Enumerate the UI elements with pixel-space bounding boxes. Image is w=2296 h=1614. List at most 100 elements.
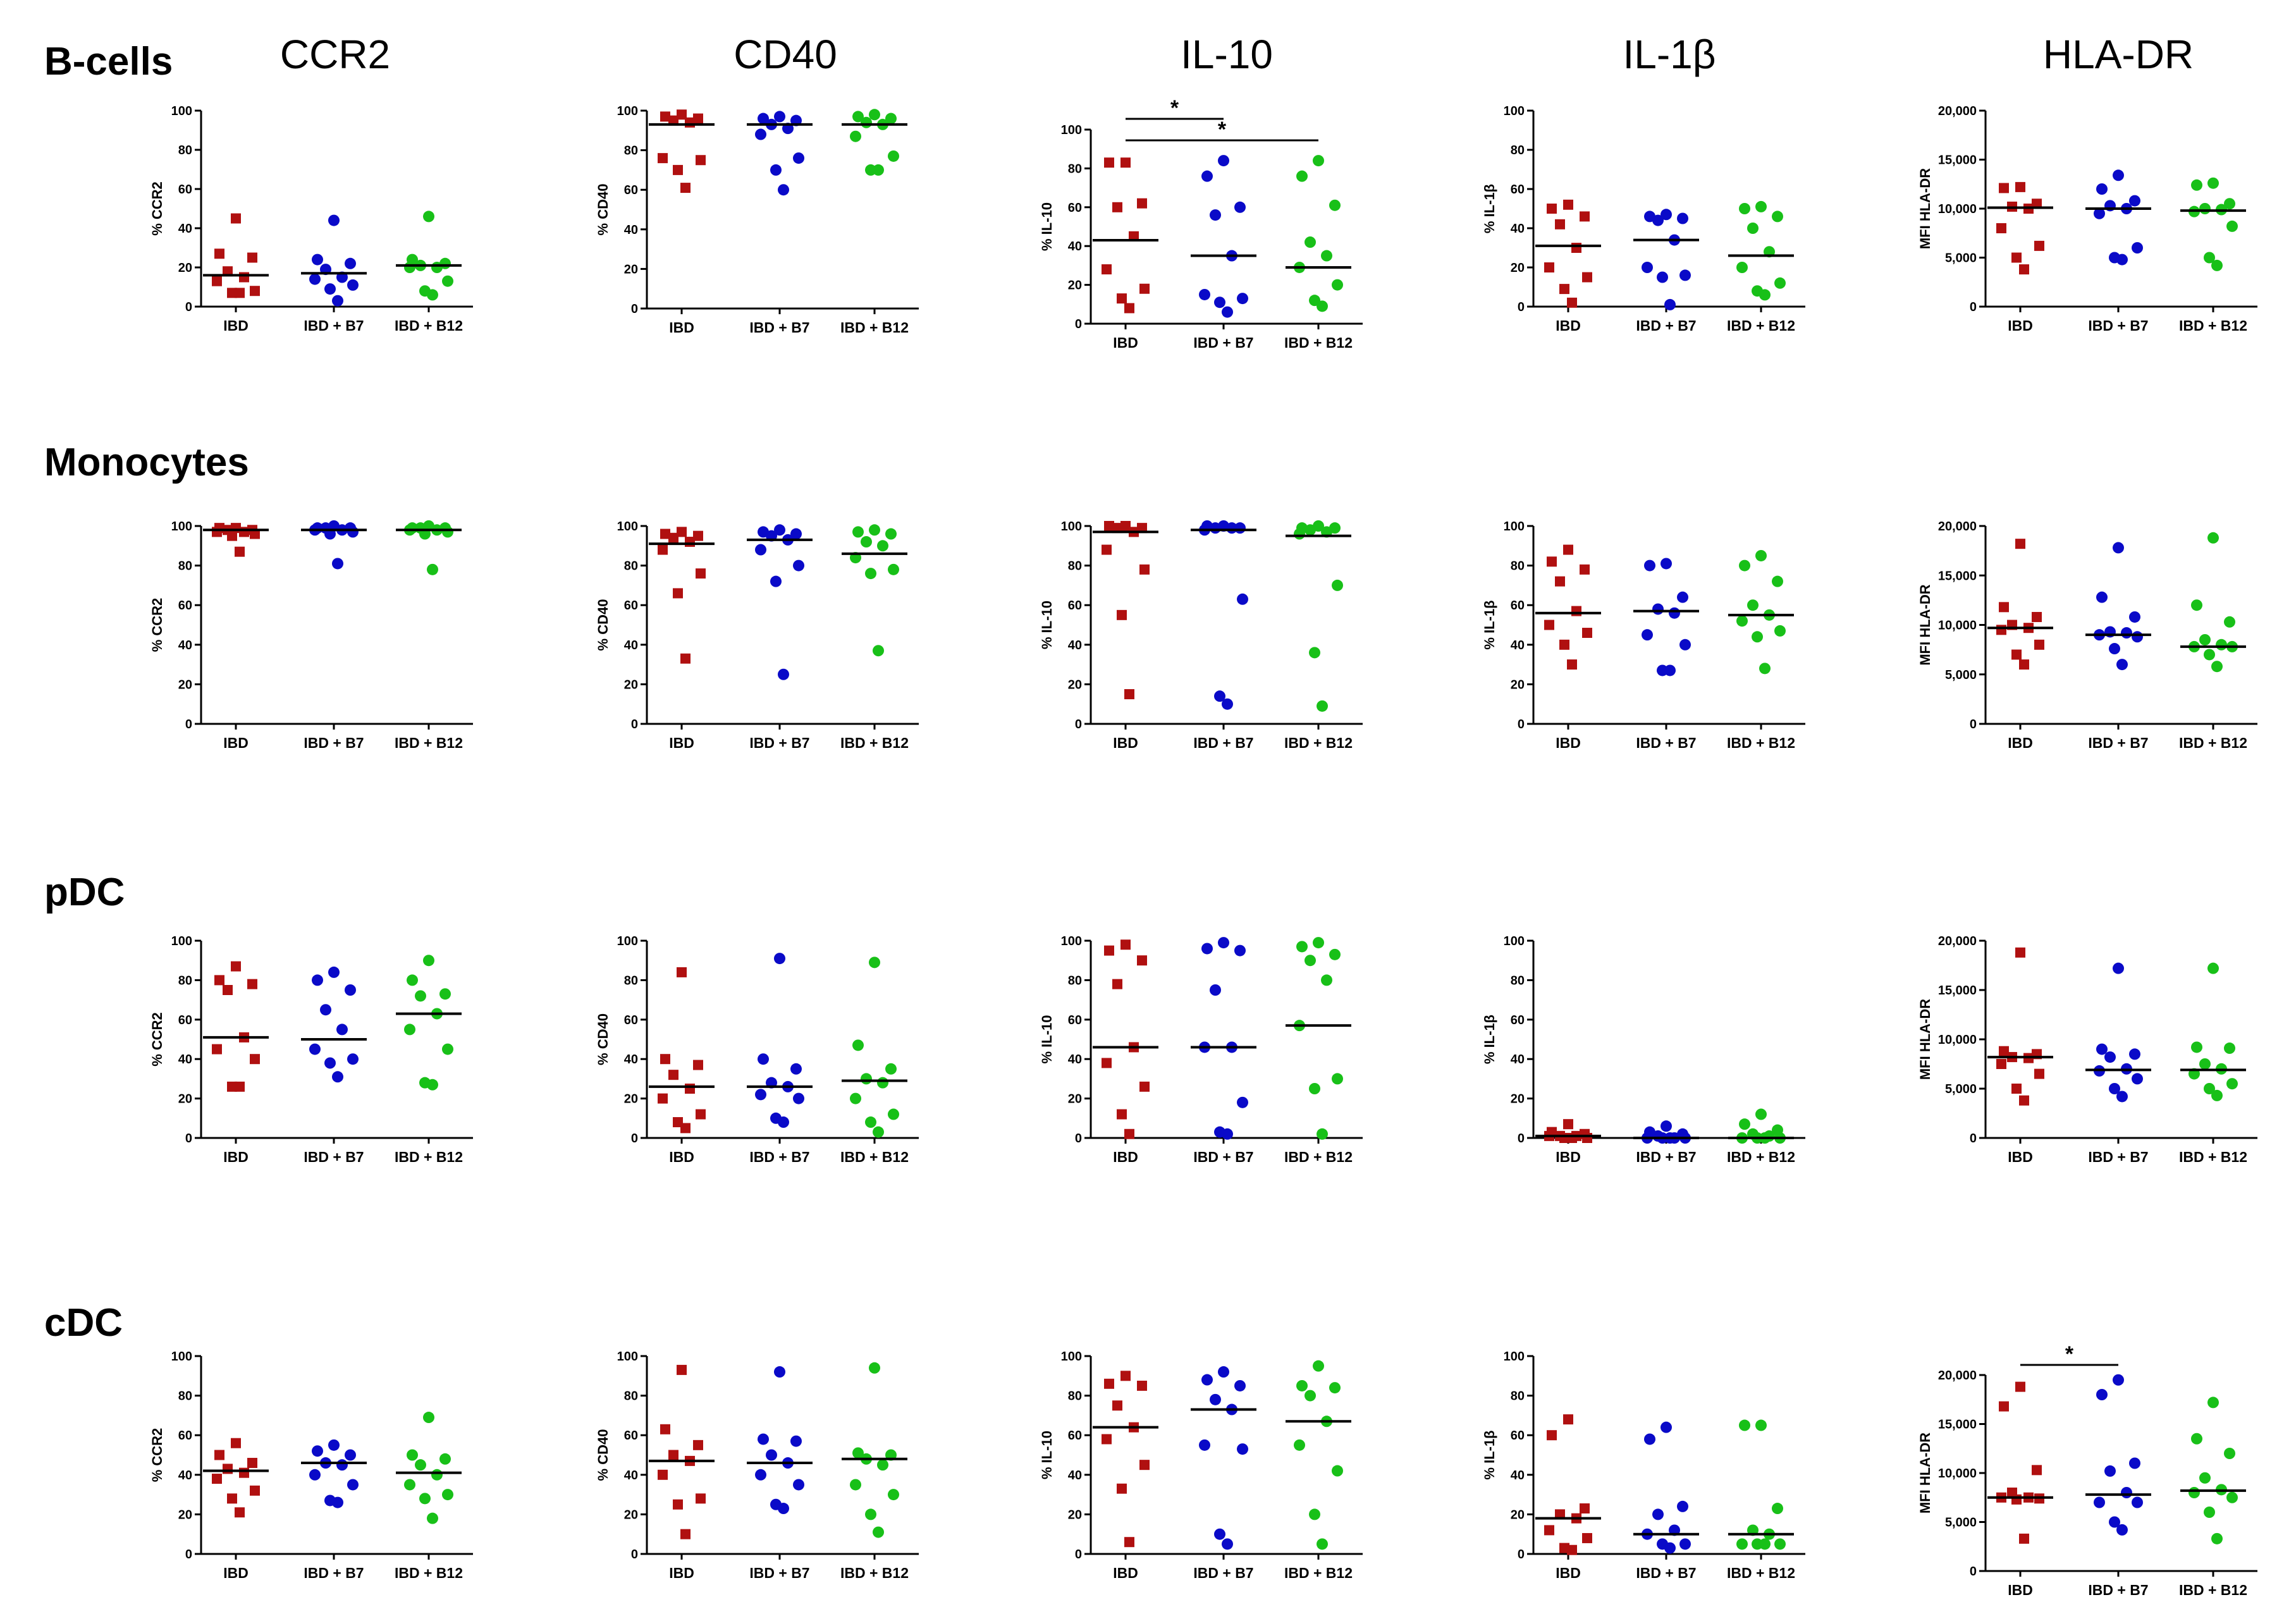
row-title-cdc: cDC [44,1301,123,1345]
data-point [404,262,415,273]
data-point [1120,157,1131,168]
series-ibd-b7 [1191,155,1256,318]
x-tick-label: IBD [1113,1565,1138,1581]
data-point [774,524,785,536]
x-tick-label: IBD + B7 [749,319,809,336]
data-point [1104,945,1114,956]
data-point [1329,199,1341,211]
data-point [1124,689,1134,700]
data-point [1234,945,1246,957]
y-axis-label: MFI HLA-DR [1917,168,1933,249]
data-point [673,1499,683,1510]
data-point [415,990,426,1002]
data-point [1317,700,1328,712]
data-point [231,1438,241,1448]
y-tick-label: 20 [1511,1092,1525,1106]
data-point [347,1053,359,1065]
series-ibd-b12 [396,1412,462,1524]
series-ibd-b12 [1286,520,1351,712]
data-point [852,1039,864,1051]
data-point [1321,250,1332,262]
y-tick-label: 80 [178,144,192,157]
data-point [1237,293,1248,305]
series-ibd-b7 [747,111,813,196]
data-point [2015,181,2025,192]
series-ibd [649,109,715,193]
data-point [336,1024,348,1036]
y-tick-label: 20 [1068,1092,1082,1106]
y-tick-label: 20,000 [1938,520,1977,534]
x-tick-label: IBD + B12 [1727,1149,1795,1165]
series-ibd-b7 [1191,1366,1256,1550]
x-tick-label: IBD [223,1565,249,1581]
data-point [852,1447,864,1459]
data-point [2132,631,2143,643]
data-point [685,1084,695,1094]
data-point [1774,625,1786,637]
data-point [658,544,668,555]
data-point [442,1489,453,1501]
data-point [250,1054,260,1065]
data-point [1112,523,1122,534]
data-point [865,1116,876,1128]
data-point [660,529,670,539]
data-point [1309,1083,1320,1094]
data-point [873,164,884,176]
y-tick-label: 0 [631,718,638,731]
x-tick-label: IBD + B12 [840,735,909,751]
series-ibd-b12 [1728,549,1794,675]
data-point [231,213,241,224]
data-point [415,1459,426,1471]
data-point [680,183,691,193]
data-point [1755,1419,1767,1431]
data-point [774,1366,785,1378]
data-point [250,1485,260,1496]
data-point [2015,539,2025,549]
data-point [1321,974,1332,986]
data-point [1652,1508,1664,1520]
y-tick-label: 0 [1970,718,1977,731]
data-point [1772,211,1783,223]
data-point [1210,522,1221,534]
y-tick-label: 80 [1511,1390,1525,1403]
data-point [877,1077,888,1089]
data-point [1296,170,1308,182]
data-point [1996,223,2006,233]
data-point [2224,1448,2235,1459]
data-point [685,537,695,547]
series-ibd-b7 [747,953,813,1128]
data-point [2032,611,2042,622]
y-tick-label: 40 [1068,639,1082,652]
y-axis-label: % IL-10 [1039,1015,1055,1063]
data-point [2224,616,2235,628]
x-tick-label: IBD + B7 [304,1149,364,1165]
data-point [658,1469,668,1480]
series-ibd [1987,181,2053,275]
data-point [888,1489,899,1501]
significance-star: * [1170,96,1179,120]
data-point [309,273,321,285]
data-point [861,116,872,128]
y-tick-label: 100 [617,934,638,948]
data-point [696,1493,706,1504]
x-tick-label: IBD [1556,1149,1581,1165]
data-point [693,1060,703,1070]
data-point [1214,690,1225,702]
data-point [1664,1542,1676,1554]
data-point [696,568,706,579]
panel-monocytes-hla-dr: 0 5,000 10,000 15,000 20,000 MFI HLA-DR IBD IBD… [1917,520,2257,751]
data-point [673,164,683,175]
data-point [1112,202,1122,212]
y-tick-label: 100 [1504,520,1525,534]
x-tick-label: IBD + B12 [1727,735,1795,751]
data-point [2011,1494,2022,1505]
data-point [1313,1360,1324,1372]
data-point [2191,179,2202,191]
data-point [2104,1051,2116,1063]
data-point [1104,157,1114,168]
y-tick-label: 100 [1504,104,1525,118]
panel-cdc-ccr2: 0 20 40 60 80 100 % CCR2 IBD IBD + B7 IBD + B12 [149,1350,473,1581]
data-point [235,1081,245,1092]
data-point [212,276,222,286]
data-point [793,152,804,164]
